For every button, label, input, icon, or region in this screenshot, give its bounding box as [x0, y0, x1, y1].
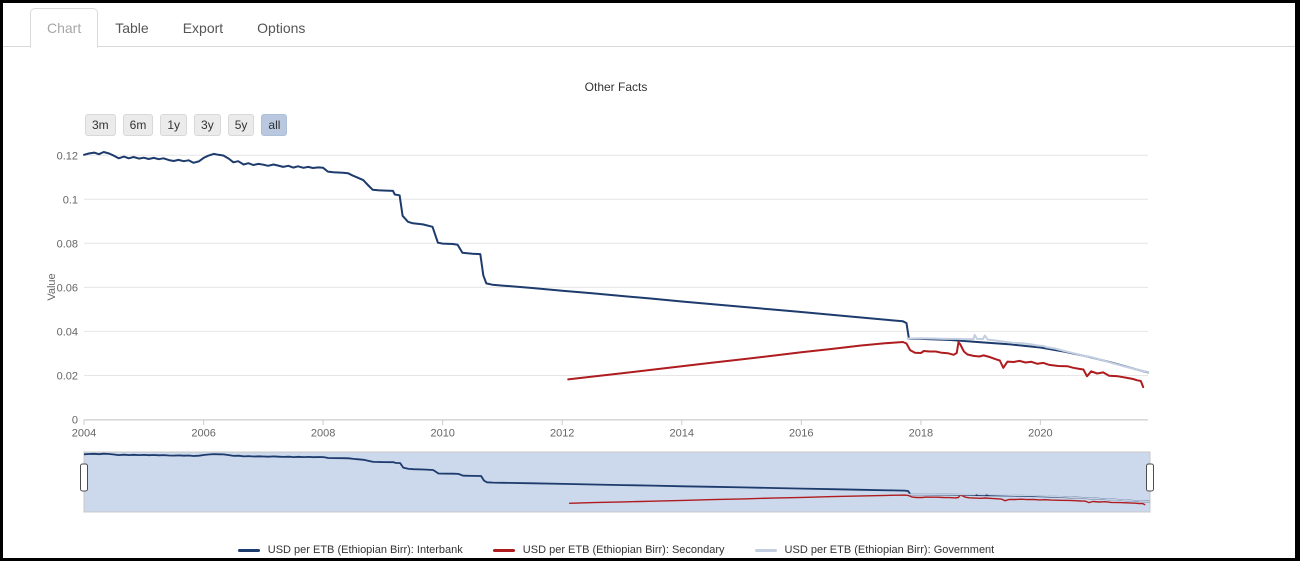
navigator-handle-right[interactable]: [1146, 463, 1154, 492]
chart-title: Other Facts: [584, 80, 648, 94]
y-axis-label: 0.06: [57, 282, 78, 294]
x-axis-label: 2020: [1028, 428, 1052, 440]
legend-label-interbank: USD per ETB (Ethiopian Birr): Interbank: [267, 544, 463, 556]
series-line-interbank: [83, 151, 1149, 374]
tab-table[interactable]: Table: [115, 20, 149, 36]
x-axis-label: 2012: [550, 428, 574, 440]
legend-swatch-government: [754, 548, 777, 552]
legend-item-secondary[interactable]: USD per ETB (Ethiopian Birr): Secondary: [492, 544, 725, 556]
x-axis-label: 2014: [670, 428, 694, 440]
navigator-handle-left[interactable]: [80, 463, 88, 492]
range-selector: 3m 6m 1y 3y 5y all: [85, 114, 288, 136]
y-axis-title: Value: [46, 273, 58, 301]
y-axis-label: 0.1: [63, 194, 78, 206]
y-axis-label: 0.12: [57, 150, 78, 162]
tab-bar: Chart Table Export Options: [30, 8, 322, 48]
series-line-government: [906, 333, 1149, 374]
legend-label-secondary: USD per ETB (Ethiopian Birr): Secondary: [522, 544, 725, 556]
range-button-all[interactable]: all: [261, 114, 288, 136]
series-line-secondary: [567, 341, 1145, 389]
range-button-3m[interactable]: 3m: [85, 114, 116, 136]
x-axis-label: 2008: [311, 428, 335, 440]
y-axis-label: 0: [72, 415, 78, 427]
legend-swatch-interbank: [237, 548, 260, 552]
legend: USD per ETB (Ethiopian Birr): Interbank U…: [84, 544, 1148, 556]
y-axis-label: 0.04: [57, 326, 78, 338]
tab-bar-divider: [3, 46, 1295, 47]
tab-export[interactable]: Export: [182, 20, 224, 36]
x-axis-label: 2006: [191, 428, 215, 440]
tab-chart[interactable]: Chart: [30, 8, 99, 48]
legend-item-interbank[interactable]: USD per ETB (Ethiopian Birr): Interbank: [237, 544, 463, 556]
range-button-1y[interactable]: 1y: [160, 114, 188, 136]
x-axis-label: 2010: [430, 428, 454, 440]
range-button-3y[interactable]: 3y: [194, 114, 221, 136]
x-axis-label: 2004: [72, 428, 96, 440]
legend-swatch-secondary: [492, 548, 515, 552]
range-button-6m[interactable]: 6m: [122, 114, 154, 136]
navigator-track[interactable]: [83, 451, 1151, 513]
x-axis-label: 2016: [789, 428, 813, 440]
y-axis-label: 0.02: [57, 371, 78, 383]
range-button-5y[interactable]: 5y: [227, 114, 255, 136]
chart-canvas: 0 0.02 0.04 0.06 0.08 0.1 0.12 2004 2006 2008 2010…: [57, 150, 1154, 513]
navigator-series-line-secondary: [569, 494, 1146, 506]
y-axis-label: 0.08: [57, 238, 78, 250]
legend-item-government[interactable]: USD per ETB (Ethiopian Birr): Government: [754, 544, 995, 556]
legend-label-government: USD per ETB (Ethiopian Birr): Government: [784, 544, 995, 556]
navigator-series-line-interbank: [83, 452, 1151, 503]
navigator-series-line-government: [909, 492, 1151, 503]
x-axis-label: 2018: [909, 428, 933, 440]
tab-options[interactable]: Options: [257, 20, 306, 36]
